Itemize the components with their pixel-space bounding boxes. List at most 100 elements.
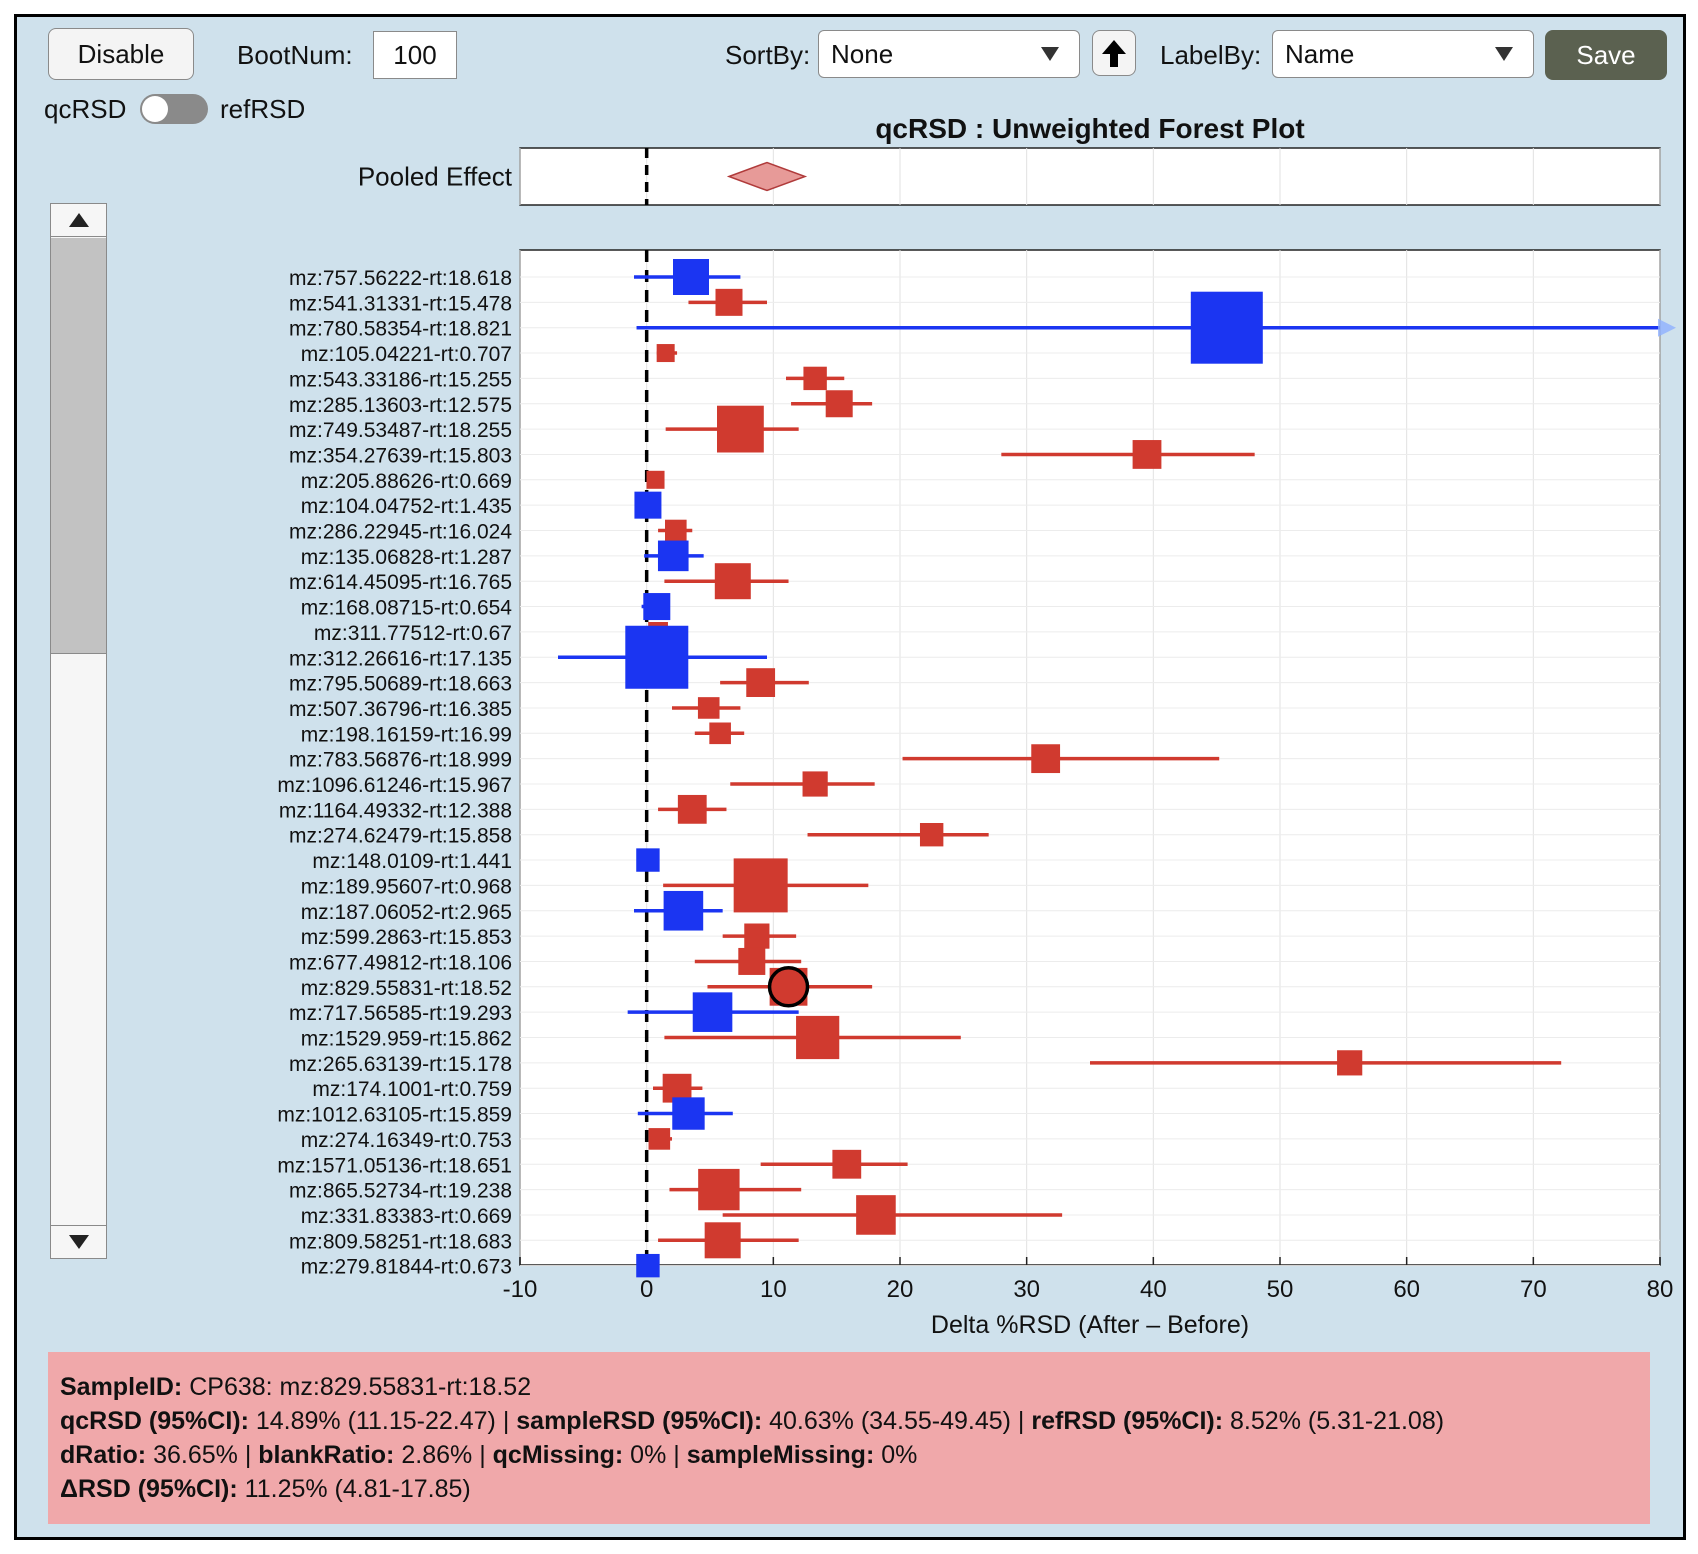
x-tick-label: 10 [760, 1276, 787, 1303]
point-estimate[interactable] [715, 288, 743, 316]
point-estimate[interactable] [802, 771, 828, 797]
point-estimate[interactable] [714, 563, 751, 600]
row-label: mz:541.31331-rt:15.478 [289, 292, 512, 315]
point-estimate[interactable] [746, 668, 776, 697]
info-value: 0% [881, 1441, 918, 1469]
x-tick-label: 70 [1520, 1276, 1547, 1303]
point-estimate[interactable] [636, 848, 660, 872]
point-estimate[interactable] [744, 923, 770, 949]
point-estimate[interactable] [796, 1015, 840, 1060]
info-value: 11.25% (4.81-17.85) [244, 1475, 471, 1503]
point-estimate[interactable] [665, 519, 687, 542]
row-label: mz:104.04752-rt:1.435 [301, 495, 512, 518]
row-label: mz:1164.49332-rt:12.388 [279, 799, 512, 822]
row-label: mz:198.16159-rt:16.99 [301, 723, 512, 746]
info-sample-id: SampleID: CP638: mz:829.55831-rt:18.52 [60, 1370, 1638, 1404]
point-estimate[interactable] [698, 1168, 740, 1211]
point-estimate[interactable] [717, 405, 764, 453]
point-estimate[interactable] [643, 593, 671, 621]
row-label: mz:677.49812-rt:18.106 [289, 951, 512, 974]
arrow-up-icon [1102, 40, 1126, 67]
bootnum-input[interactable]: 100 [373, 31, 457, 79]
row-label: mz:148.0109-rt:1.441 [312, 850, 512, 873]
point-estimate[interactable] [1132, 440, 1162, 469]
info-label: refRSD (95%CI): [1031, 1407, 1224, 1435]
point-estimate[interactable] [856, 1195, 896, 1235]
row-label: mz:717.56585-rt:19.293 [289, 1002, 512, 1025]
scroll-up-button[interactable] [51, 204, 106, 237]
info-panel: SampleID: CP638: mz:829.55831-rt:18.52 q… [48, 1352, 1650, 1524]
point-estimate[interactable] [733, 858, 788, 913]
row-label: mz:286.22945-rt:16.024 [289, 521, 512, 544]
triangle-up-icon [68, 213, 89, 227]
labelby-value: Name [1285, 38, 1355, 69]
point-estimate[interactable] [709, 722, 731, 745]
info-label: dRatio: [60, 1441, 147, 1469]
x-tick-label: 60 [1393, 1276, 1420, 1303]
point-estimate[interactable] [1190, 291, 1263, 364]
row-label: mz:1096.61246-rt:15.967 [277, 774, 512, 797]
x-tick-label: 50 [1267, 1276, 1294, 1303]
save-button[interactable]: Save [1545, 30, 1667, 80]
info-separator: | [479, 1441, 486, 1469]
x-tick-label: 0 [640, 1276, 653, 1303]
info-label: qcRSD (95%CI): [60, 1407, 249, 1435]
info-separator: | [673, 1441, 680, 1469]
point-estimate[interactable] [646, 470, 665, 489]
labelby-dropdown[interactable]: Name [1272, 30, 1534, 78]
point-estimate[interactable] [803, 366, 827, 391]
toggle-right-label: refRSD [220, 94, 306, 124]
point-estimate[interactable] [636, 1253, 660, 1278]
point-estimate[interactable] [634, 491, 662, 519]
info-label: blankRatio: [258, 1441, 395, 1469]
point-estimate[interactable] [625, 625, 689, 689]
row-label: mz:757.56222-rt:18.618 [289, 267, 512, 290]
pooled-effect-label: Pooled Effect [358, 162, 513, 192]
row-label: mz:614.45095-rt:16.765 [289, 571, 512, 594]
point-estimate[interactable] [692, 992, 733, 1032]
info-value: 36.65% [153, 1441, 238, 1469]
labelby-label: LabelBy: [1160, 40, 1262, 70]
sortby-dropdown[interactable]: None [818, 30, 1080, 78]
x-tick-label: 40 [1140, 1276, 1167, 1303]
point-estimate[interactable] [672, 1097, 705, 1130]
point-estimate[interactable] [1031, 744, 1061, 774]
row-label: mz:105.04221-rt:0.707 [301, 343, 512, 366]
row-label: mz:279.81844-rt:0.673 [301, 1256, 512, 1279]
point-estimate[interactable] [832, 1149, 862, 1179]
point-estimate[interactable] [738, 947, 766, 975]
info-value: 40.63% (34.55-49.45) [769, 1407, 1011, 1435]
disable-button[interactable]: Disable [48, 28, 194, 80]
point-estimate[interactable] [648, 1128, 671, 1150]
point-estimate[interactable] [825, 390, 853, 418]
info-value: 0% [630, 1441, 667, 1469]
info-label: qcMissing: [492, 1441, 624, 1469]
row-label: mz:543.33186-rt:15.255 [289, 368, 512, 391]
scroll-down-button[interactable] [51, 1225, 106, 1258]
info-value: 2.86% [401, 1441, 473, 1469]
info-delta-line: ΔRSD (95%CI): 11.25% (4.81-17.85) [60, 1472, 1638, 1506]
x-tick-label: 80 [1647, 1276, 1674, 1303]
point-estimate[interactable] [657, 540, 689, 572]
row-label: mz:311.77512-rt:0.67 [314, 622, 512, 645]
point-estimate[interactable] [1337, 1050, 1363, 1076]
point-estimate[interactable] [673, 259, 709, 295]
point-estimate[interactable] [697, 697, 720, 719]
pooled-effect-diamond [726, 161, 808, 192]
info-separator: | [1017, 1407, 1025, 1435]
x-tick-label: 20 [887, 1276, 914, 1303]
point-estimate[interactable] [663, 890, 704, 931]
vertical-scrollbar[interactable] [50, 203, 107, 1259]
point-estimate[interactable] [704, 1222, 741, 1259]
point-estimate[interactable] [919, 823, 944, 847]
scroll-thumb[interactable] [51, 238, 106, 654]
rsd-toggle-switch[interactable] [140, 94, 208, 124]
point-estimate[interactable] [677, 794, 707, 824]
row-label: mz:795.50689-rt:18.663 [289, 673, 512, 696]
sort-direction-button[interactable] [1092, 30, 1136, 76]
point-estimate[interactable] [656, 344, 675, 363]
row-label: mz:265.63139-rt:15.178 [289, 1053, 512, 1076]
triangle-down-icon [68, 1235, 89, 1249]
row-label: mz:187.06052-rt:2.965 [301, 901, 512, 924]
bootnum-label: BootNum: [237, 40, 353, 70]
